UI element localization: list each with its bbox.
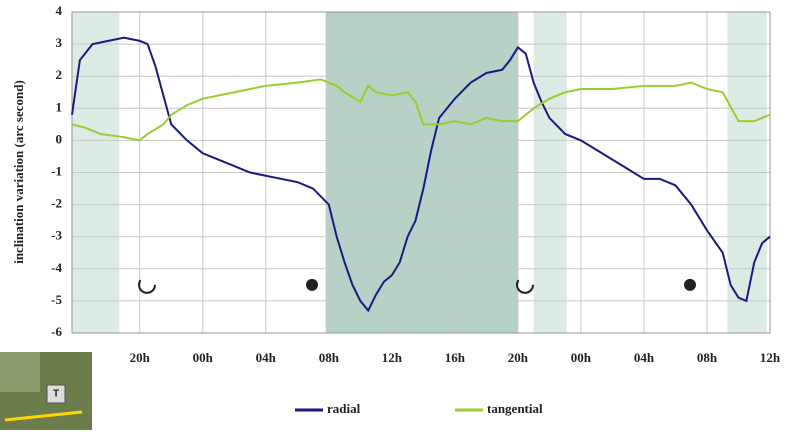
chart: inclination variation (arc second) T -6 -… — [0, 0, 787, 430]
x-tick-label: 04h — [634, 350, 655, 365]
y-tick-label: -3 — [51, 228, 62, 243]
y-tick-label: 3 — [56, 35, 63, 50]
y-tick-label: -4 — [51, 260, 62, 275]
x-tick-label: 20h — [508, 350, 529, 365]
x-tick-label: 04h — [256, 350, 277, 365]
y-tick-label: -1 — [51, 163, 62, 178]
x-tick-label: 20h — [130, 350, 151, 365]
map-patch — [0, 352, 40, 392]
x-tick-label: 00h — [193, 350, 214, 365]
moon-icon — [139, 277, 155, 293]
legend-label: tangential — [487, 401, 543, 416]
x-tick-label: 12h — [382, 350, 403, 365]
y-tick-label: 2 — [56, 67, 63, 82]
x-tick-label: 00h — [571, 350, 592, 365]
icon — [139, 277, 155, 293]
icon — [685, 280, 695, 290]
moon-icon — [517, 277, 533, 293]
map-inset: T — [0, 352, 92, 430]
x-tick-label: 16h — [445, 350, 466, 365]
icon — [517, 277, 533, 293]
legend-label: radial — [327, 401, 361, 416]
y-tick-label: 4 — [56, 3, 63, 18]
x-tick-label: 08h — [697, 350, 718, 365]
sun-icon — [307, 280, 317, 290]
y-tick-label: -5 — [51, 292, 62, 307]
icon — [307, 280, 317, 290]
map-label: T — [53, 389, 59, 400]
y-axis-label: inclination variation (arc second) — [11, 80, 26, 264]
x-tick-label: 08h — [319, 350, 340, 365]
x-tick-label: 12h — [760, 350, 781, 365]
y-tick-label: 0 — [56, 131, 63, 146]
sun-icon — [685, 280, 695, 290]
y-tick-label: -2 — [51, 196, 62, 211]
y-tick-label: 1 — [56, 99, 63, 114]
y-tick-label: -6 — [51, 324, 62, 339]
